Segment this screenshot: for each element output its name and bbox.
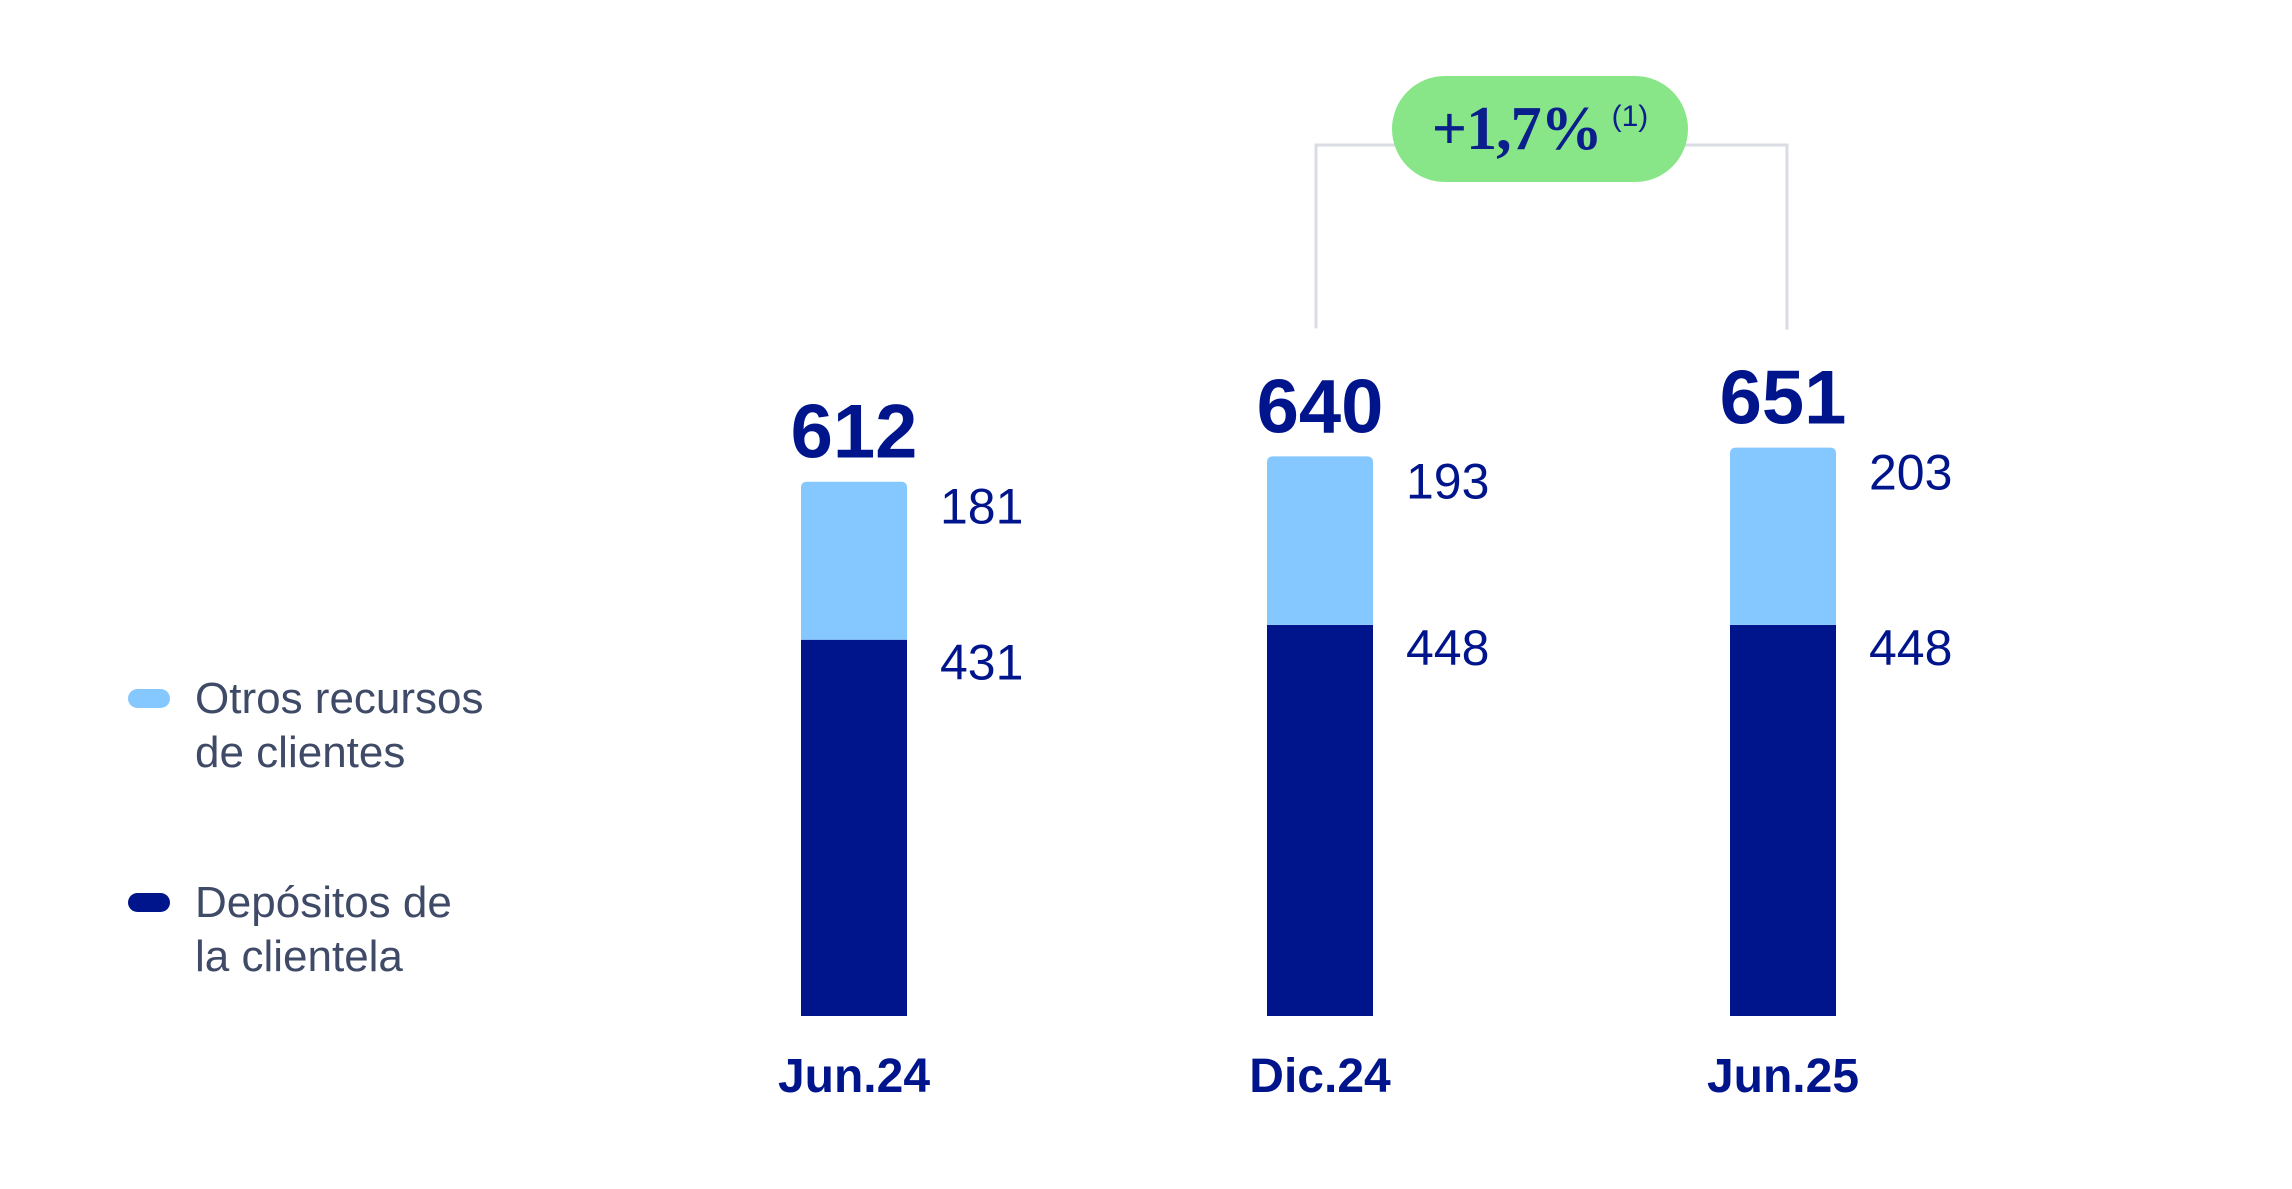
legend-item-otros-recursos: Otros recursos de clientes <box>128 672 555 780</box>
legend-label-line: Depósitos de <box>195 878 452 927</box>
category-label: Jun.25 <box>1707 1050 1859 1103</box>
value-label-otros-recursos: 193 <box>1406 453 1489 509</box>
category-label: Dic.24 <box>1249 1050 1391 1103</box>
value-label-depositos: 431 <box>940 635 1023 691</box>
bar-segment-otros-recursos <box>1730 447 1836 625</box>
value-label-depositos: 448 <box>1869 620 1952 676</box>
value-label-otros-recursos: 181 <box>940 479 1023 535</box>
total-label: 651 <box>1720 356 1847 441</box>
legend-label-line: Otros recursos <box>195 674 484 723</box>
legend-label-line: de clientes <box>195 728 406 777</box>
legend-swatch-dark <box>128 893 170 912</box>
legend-swatch-light <box>128 689 170 708</box>
growth-footnote: (1) <box>1611 100 1649 133</box>
growth-badge: +1,7% (1) <box>1392 76 1688 182</box>
legend-label-line: la clientela <box>195 932 403 981</box>
legend-item-depositos: Depósitos de la clientela <box>128 876 555 984</box>
growth-value: +1,7% <box>1431 94 1603 163</box>
value-labels: 431 181 612 Jun.24 448 193 640 Dic.24 448 203 651 J… <box>778 356 1952 1103</box>
legend-label-otros-recursos: Otros recursos de clientes <box>195 672 555 780</box>
category-label: Jun.24 <box>778 1050 930 1103</box>
bar-segment-otros-recursos <box>1267 456 1373 625</box>
total-label: 640 <box>1257 364 1384 449</box>
bar-segment-depositos <box>801 639 907 1016</box>
bars <box>801 447 1836 1016</box>
total-label: 612 <box>791 390 918 475</box>
value-label-depositos: 448 <box>1406 620 1489 676</box>
bar-segment-otros-recursos <box>801 481 907 640</box>
bar-segment-depositos <box>1267 624 1373 1016</box>
value-label-otros-recursos: 203 <box>1869 445 1952 501</box>
legend-label-depositos: Depósitos de la clientela <box>195 876 555 984</box>
bar-segment-depositos <box>1730 624 1836 1016</box>
